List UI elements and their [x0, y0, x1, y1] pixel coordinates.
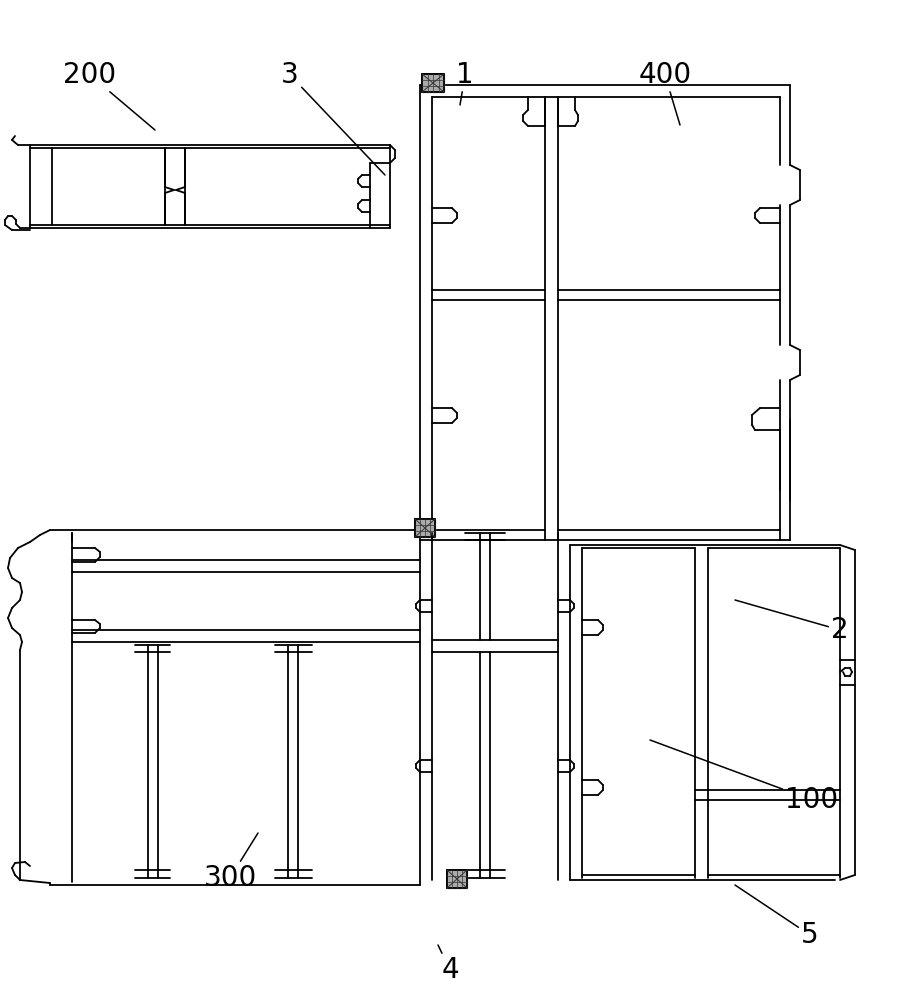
- Bar: [415, 519, 435, 537]
- Text: 1: 1: [456, 61, 474, 105]
- Polygon shape: [422, 74, 444, 92]
- Text: 3: 3: [281, 61, 385, 175]
- Bar: [422, 74, 444, 92]
- Text: 5: 5: [735, 885, 819, 949]
- Text: 400: 400: [638, 61, 691, 125]
- Text: 200: 200: [64, 61, 155, 130]
- Text: 2: 2: [735, 600, 849, 644]
- Bar: [447, 870, 467, 888]
- Text: 4: 4: [438, 945, 458, 984]
- Polygon shape: [415, 519, 435, 537]
- Text: 300: 300: [203, 833, 258, 892]
- Text: 100: 100: [650, 740, 839, 814]
- Polygon shape: [447, 870, 467, 888]
